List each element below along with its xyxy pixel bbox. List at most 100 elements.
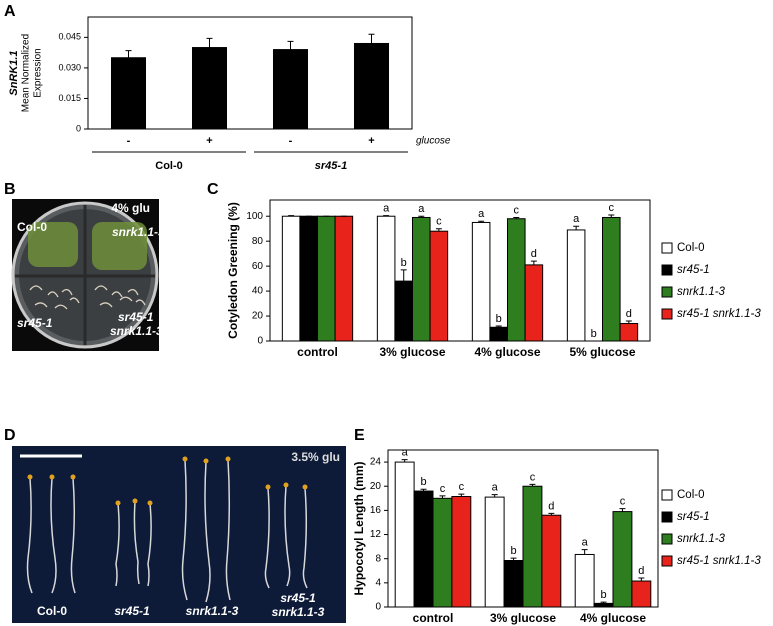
bar <box>631 580 652 608</box>
legend-label: Col-0 <box>677 489 704 501</box>
legend-label: Col-0 <box>677 242 704 254</box>
legend-label: sr45-1 <box>677 511 710 523</box>
y-tick-label: 24 <box>370 457 382 468</box>
error-bar <box>458 493 465 497</box>
significance-letter: d <box>626 308 632 320</box>
significance-letter: c <box>609 202 615 214</box>
y-axis-label: Mean Normalized <box>21 34 32 112</box>
bar <box>353 42 390 130</box>
legend-swatch <box>661 308 673 320</box>
significance-letter: a <box>573 213 580 225</box>
x-tick-label: - <box>289 135 293 147</box>
panel-label: B <box>4 181 16 198</box>
legend-label: sr45-1 snrk1.1-3 <box>677 555 761 567</box>
legend-swatch <box>661 242 673 254</box>
error-bar <box>513 216 520 219</box>
photo-label: sr45-1 <box>118 310 154 324</box>
significance-letter: b <box>600 589 606 601</box>
photo-b: 4% glu Col-0 snrk1.1-3 sr45-1 sr45-1 snr… <box>11 199 165 351</box>
legend-swatch <box>661 264 673 276</box>
significance-letter: d <box>638 565 644 577</box>
x-tick-label: 4% glucose <box>580 611 646 625</box>
error-bar <box>608 214 615 218</box>
bar <box>451 495 472 608</box>
significance-letter: d <box>548 500 554 512</box>
y-axis-label: Cotyledon Greening (%) <box>226 202 240 339</box>
bar <box>413 490 434 608</box>
seedlings-white <box>29 285 146 310</box>
significance-letter: c <box>620 495 626 507</box>
error-bar <box>435 228 442 232</box>
bar <box>110 57 147 130</box>
cotyledons <box>27 456 308 506</box>
significance-letter: d <box>531 248 537 260</box>
error-bar <box>478 220 485 223</box>
y-tick-label: 0 <box>375 602 381 613</box>
legend-swatch <box>661 489 673 501</box>
y-axis-label: SnRK1.1 <box>8 50 20 95</box>
bar <box>429 230 449 342</box>
plot-frame <box>87 16 413 130</box>
y-tick-label: 80 <box>252 236 264 247</box>
x-tick-label: - <box>127 135 131 147</box>
significance-letter: c <box>440 483 446 495</box>
x-tick-label: + <box>368 135 374 147</box>
y-axis-label: Expression <box>33 48 44 97</box>
legend-swatch <box>661 511 673 523</box>
y-tick-label: 100 <box>246 211 263 222</box>
error-bar <box>206 37 213 48</box>
x-tick-label: control <box>297 345 338 359</box>
group-label: Col-0 <box>155 160 183 172</box>
photo-label: snrk1.1-3 <box>272 605 325 619</box>
x-tick-label: 3% glucose <box>490 611 556 625</box>
y-tick-label: 0.015 <box>58 93 81 103</box>
bar <box>376 215 396 342</box>
bar <box>541 514 562 608</box>
photo-label: sr45-1 <box>280 591 316 605</box>
bar <box>317 215 336 342</box>
seedlings <box>26 459 308 603</box>
significance-letter: a <box>383 203 390 215</box>
error-bar <box>287 40 294 50</box>
photo-title: 3.5% glu <box>291 450 340 464</box>
bar <box>299 215 318 342</box>
significance-letter: c <box>459 481 465 493</box>
bar <box>334 215 354 342</box>
panel-label: E <box>354 427 365 444</box>
y-tick-label: 20 <box>252 311 264 322</box>
error-bar <box>439 495 446 499</box>
photo-label: snrk1.1-3 <box>110 324 163 338</box>
error-bar <box>548 512 555 516</box>
plot-frame <box>269 199 651 342</box>
significance-letter: a <box>582 537 589 549</box>
y-tick-label: 0 <box>257 336 263 347</box>
legend-swatch <box>661 286 673 298</box>
bar <box>619 323 639 342</box>
bar <box>507 218 526 342</box>
bar <box>612 511 633 608</box>
photo-label: snrk1.1-3 <box>112 225 165 239</box>
y-tick-label: 0.030 <box>58 62 81 72</box>
significance-letter: b <box>510 545 516 557</box>
legend-label: snrk1.1-3 <box>677 533 726 545</box>
panel-label: C <box>207 181 219 198</box>
error-bar <box>625 320 632 324</box>
legend-label: sr45-1 snrk1.1-3 <box>677 308 761 320</box>
error-bar <box>530 260 537 265</box>
legend-swatch <box>661 555 673 567</box>
bar <box>281 215 301 342</box>
error-bar <box>581 549 588 555</box>
significance-letter: c <box>436 216 442 228</box>
y-axis-label: Hypocotyl Length (mm) <box>352 461 366 595</box>
error-bar <box>510 557 517 561</box>
bar <box>593 602 614 608</box>
photo-label: Col-0 <box>37 604 67 618</box>
photo-d: 3.5% glu Col-0 sr45-1 snrk1.1-3 sr45-1 s… <box>12 446 346 623</box>
error-bar <box>600 601 607 604</box>
significance-letter: b <box>420 476 426 488</box>
panel-label: D <box>4 427 16 444</box>
photo-label: sr45-1 <box>17 316 53 330</box>
x-tick-label: 5% glucose <box>569 345 635 359</box>
error-bar <box>491 494 498 498</box>
